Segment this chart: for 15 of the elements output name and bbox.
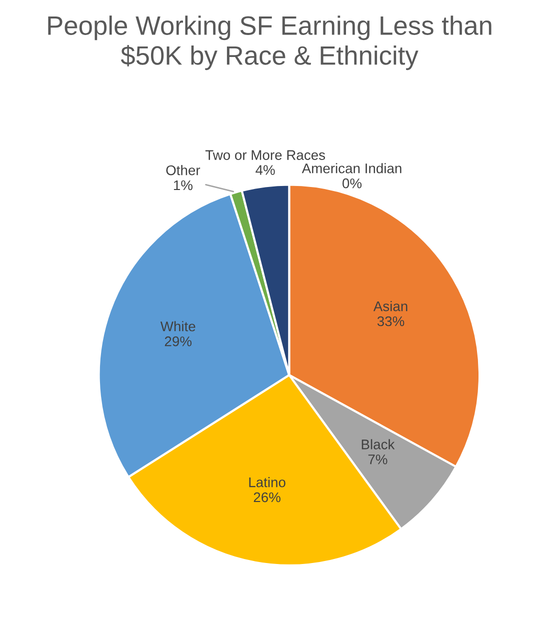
slice-label: Black [362,439,395,450]
data-label: 33% [377,316,404,326]
data-label: 1% [174,180,192,190]
slice-label: Asian [373,301,408,312]
slice-label: Latino [249,477,286,488]
slice-label: Other [166,165,200,176]
category-label: American Indian [302,163,402,174]
slice-label: Two or More Races [205,150,326,160]
text: 0% [342,178,362,188]
slice-label: White [160,321,196,332]
data-label: 29% [164,336,192,346]
data-label: 4% [256,165,275,175]
data-label: 7% [368,454,388,464]
chart-title: People Working SF Earning Less than $50K by Race & Ethnicity [48,16,492,70]
data-label: 26% [254,492,280,502]
